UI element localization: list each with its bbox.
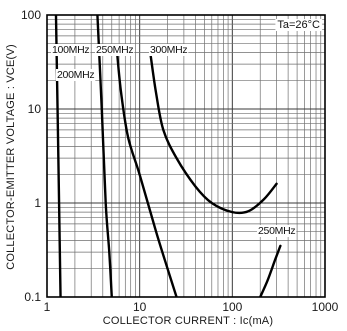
series-curve-1 [96,15,113,297]
curve-label: 300MHz [150,44,187,56]
curve-label-bg [149,44,189,56]
curve-label-bg [257,225,297,237]
curve-label: 250MHz [258,225,295,237]
curve-label: 100MHz [52,44,89,56]
x-tick-label: 1 [44,300,51,314]
condition-label: Ta=26°C [277,19,320,31]
curve-label: 200MHz [57,69,94,81]
curve-label-bg [51,44,91,56]
series-curve-2 [115,51,178,297]
x-tick-label: 1000 [312,300,339,314]
curve-labels: 100MHz 250MHz 300MHz 200MHz 250MHz [51,44,297,237]
series-curve-0 [54,15,62,297]
chart-curves [54,15,282,297]
plot-frame [46,14,326,298]
series-curve-3 [149,51,278,215]
condition-label-bg [275,19,323,31]
y-tick-label: 10 [28,102,42,116]
y-axis-title: COLLECTOR-EMITTER VOLTAGE : VCE(V) [5,44,17,270]
series-curve-4 [259,244,282,297]
curve-label-bg [95,44,135,56]
x-tick-label: 100 [222,300,242,314]
x-tick-label: 10 [133,300,147,314]
curve-label-bg [56,69,96,81]
chart-grid [47,15,325,297]
y-tick-label: 1 [34,196,41,210]
y-tick-label: 0.1 [24,290,41,304]
y-tick-label: 100 [21,8,41,22]
x-axis-title: COLLECTOR CURRENT : Ic(mA) [103,315,273,327]
curve-label: 250MHz [96,44,133,56]
